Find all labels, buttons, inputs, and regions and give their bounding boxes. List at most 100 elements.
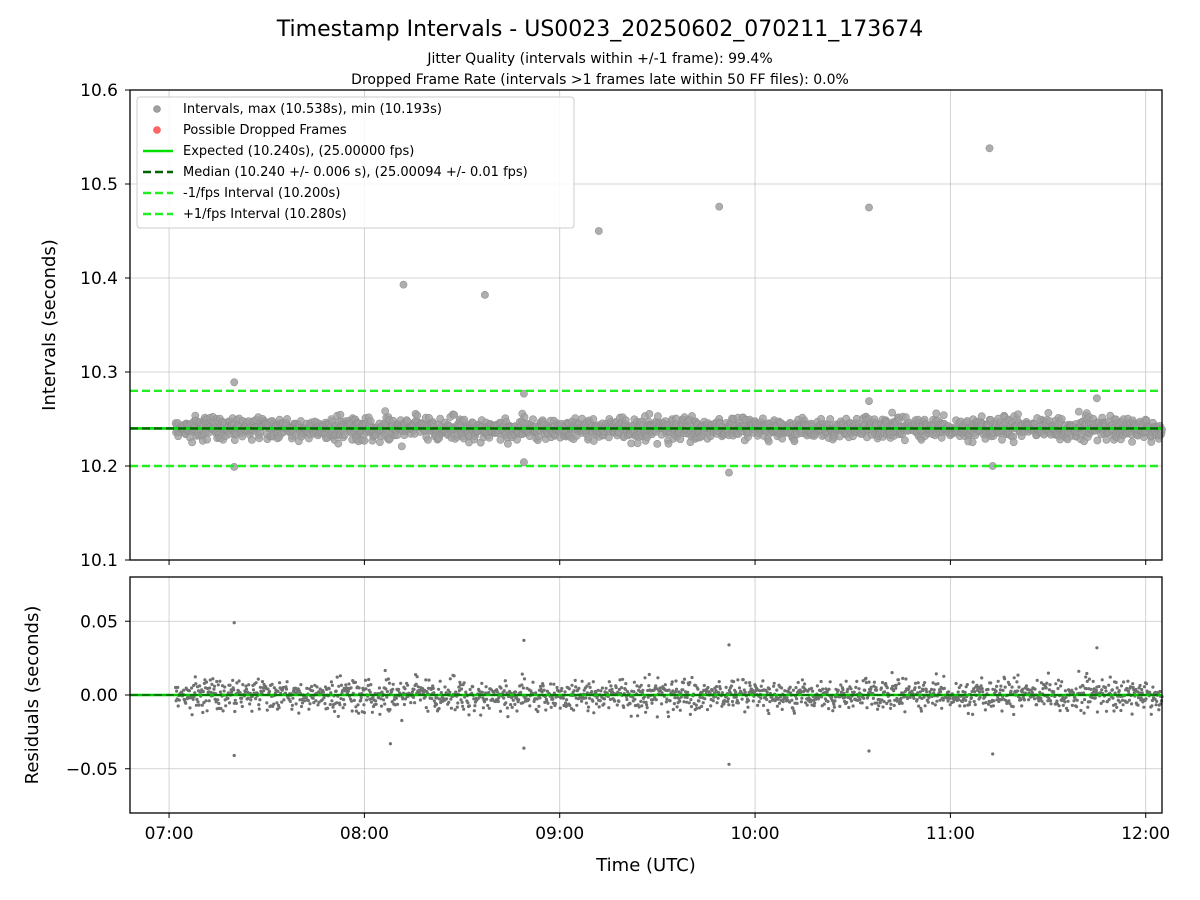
residual-point [870,702,874,706]
residual-point [869,685,873,689]
residual-point [874,686,878,690]
residual-point [1032,697,1037,701]
residual-point [305,686,309,691]
residual-point [868,690,872,694]
residual-point [248,702,252,706]
residual-point [734,690,738,694]
residual-point [208,686,212,690]
residual-point [266,687,270,691]
residual-point [741,678,745,682]
residual-point [973,703,977,707]
residual-point [705,708,710,712]
residual-point [921,683,926,687]
residual-point [197,703,201,707]
residual-point [521,686,526,690]
residual-point [727,703,731,707]
residual-point [1015,689,1020,693]
residual-point [644,710,648,714]
residual-point [580,679,584,683]
residual-point [981,701,985,705]
interval-point [998,435,1006,444]
residual-point [1110,688,1114,692]
residual-point [615,703,619,707]
residual-outlier-point [232,753,236,758]
residual-point [1049,702,1053,706]
residual-point [1012,712,1016,717]
residual-point [416,685,420,689]
residual-point [1039,681,1043,685]
residual-point [369,683,373,687]
residual-point [513,702,517,707]
residual-point [544,708,548,712]
interval-point [645,409,654,418]
residual-point [1012,676,1016,680]
residual-point [947,690,951,694]
residual-point [617,687,622,692]
residual-point [814,697,818,701]
residual-point [946,699,950,703]
xtick-label: 10:00 [731,824,780,844]
residual-point [1021,687,1025,691]
residual-point [184,701,188,705]
residual-point [382,698,386,702]
residual-point [879,686,884,690]
residual-point [901,676,905,681]
residual-point [485,697,489,701]
residual-point [344,683,348,687]
residual-outlier-point [867,749,871,753]
residual-point [1029,688,1033,692]
residual-point [175,689,179,693]
intervals-ytick-label: 10.5 [80,175,118,195]
residual-point [663,683,667,687]
residual-point [748,684,752,688]
residual-point [457,685,461,689]
residual-point [502,689,506,693]
residual-point [335,701,339,705]
legend-label-dropped-frames: Possible Dropped Frames [183,123,347,138]
residual-point [1139,696,1143,700]
residual-point [1009,689,1013,693]
residual-point [646,695,650,699]
residual-point [618,678,622,682]
residual-point [917,704,921,708]
residual-point [726,699,730,704]
residual-point [349,686,353,690]
residual-point [633,697,637,701]
residual-point [385,690,389,694]
residual-point [445,697,449,701]
residual-point [1038,690,1042,695]
residual-point [604,686,608,690]
residual-point [865,706,869,710]
residual-point [379,697,383,701]
residual-point [896,678,901,682]
residual-point [563,690,567,694]
residual-point [913,681,918,685]
residual-point [490,697,495,701]
residual-point [690,675,694,680]
residual-point [1131,682,1135,686]
residual-point [959,683,963,687]
residual-point [224,704,228,708]
residual-point [932,688,936,692]
residual-point [370,710,374,714]
interval-outlier-point [865,397,873,405]
residual-point [1041,687,1045,691]
interval-point [283,415,291,423]
residual-point [832,702,836,707]
residual-point [1114,680,1118,685]
legend-entry-intervals: Intervals, max (10.538s), min (10.193s) [153,102,442,117]
residual-point [354,709,358,713]
residual-point [907,685,911,689]
residual-point [1126,689,1130,693]
interval-outlier-point [865,203,873,212]
residual-point [590,690,594,694]
residual-point [635,684,639,688]
residual-point [867,680,871,684]
interval-point [460,415,469,424]
intervals-ytick-label: 10.3 [80,363,118,383]
residual-point [477,689,481,693]
residual-point [629,714,633,718]
residual-point [625,689,630,694]
residual-point [682,677,687,681]
residual-point [1111,696,1115,700]
